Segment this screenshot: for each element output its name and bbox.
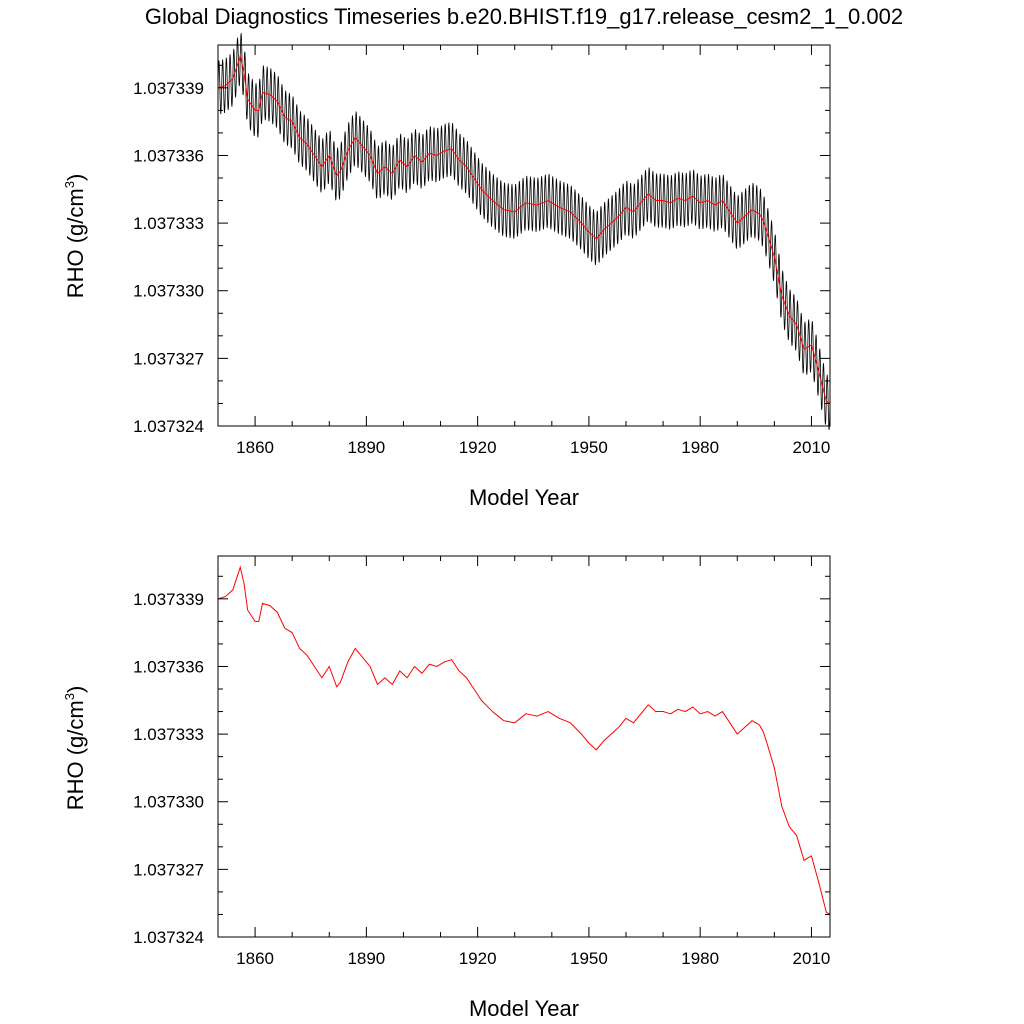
chart-title: Global Diagnostics Timeseries b.e20.BHIS… <box>145 4 903 29</box>
x-tick-label: 1950 <box>570 438 608 457</box>
y-tick-label: 1.037327 <box>133 349 204 368</box>
y-tick-label: 1.037324 <box>133 928 204 947</box>
y-tick-label: 1.037324 <box>133 417 204 436</box>
x-tick-label: 1860 <box>236 949 274 968</box>
annual-mean-series-line <box>217 54 831 404</box>
x-tick-label: 1920 <box>459 438 497 457</box>
annual-mean-series-line <box>217 565 831 915</box>
y-tick-label: 1.037333 <box>133 214 204 233</box>
x-tick-label: 1980 <box>681 438 719 457</box>
top-x-tick-labels: 1860 1890 1920 1950 1980 2010 <box>236 438 830 457</box>
bottom-x-tick-labels: 1860 1890 1920 1950 1980 2010 <box>236 949 830 968</box>
top-ticks <box>218 45 830 427</box>
bottom-y-axis-label: RHO (g/cm3) <box>62 686 88 811</box>
x-tick-label: 1890 <box>347 438 385 457</box>
y-tick-label: 1.037336 <box>133 657 204 676</box>
bottom-series-layer <box>217 565 831 915</box>
bottom-y-tick-labels: 1.037324 1.037327 1.037330 1.037333 1.037336… <box>133 590 204 947</box>
x-tick-label: 2010 <box>793 438 831 457</box>
top-y-axis-label: RHO (g/cm3) <box>62 174 88 299</box>
x-tick-label: 1950 <box>570 949 608 968</box>
top-panel: 1860 1890 1920 1950 1980 2010 1.0373241.03732… <box>62 33 831 510</box>
y-tick-label: 1.037339 <box>133 79 204 98</box>
y-tick-label: 1.037330 <box>133 793 204 812</box>
monthly-series-line <box>217 33 831 430</box>
y-tick-label: 1.037336 <box>133 146 204 165</box>
top-plot-frame <box>217 44 831 427</box>
x-tick-label: 1920 <box>459 949 497 968</box>
bottom-ticks <box>218 556 830 938</box>
top-series-layer <box>217 33 831 430</box>
x-tick-label: 1860 <box>236 438 274 457</box>
y-tick-label: 1.037330 <box>133 282 204 301</box>
bottom-plot-frame <box>217 555 831 938</box>
y-tick-label: 1.037333 <box>133 725 204 744</box>
top-y-tick-labels: 1.037324 1.037327 1.037330 1.037333 1.037336… <box>133 79 204 436</box>
x-tick-label: 2010 <box>793 949 831 968</box>
bottom-x-axis-label: Model Year <box>469 996 579 1021</box>
x-tick-label: 1890 <box>347 949 385 968</box>
y-tick-label: 1.037327 <box>133 860 204 879</box>
y-tick-label: 1.037339 <box>133 590 204 609</box>
bottom-panel: 1860 1890 1920 1950 1980 2010 1.0373241.03732… <box>62 555 831 1021</box>
top-x-axis-label: Model Year <box>469 485 579 510</box>
x-tick-label: 1980 <box>681 949 719 968</box>
